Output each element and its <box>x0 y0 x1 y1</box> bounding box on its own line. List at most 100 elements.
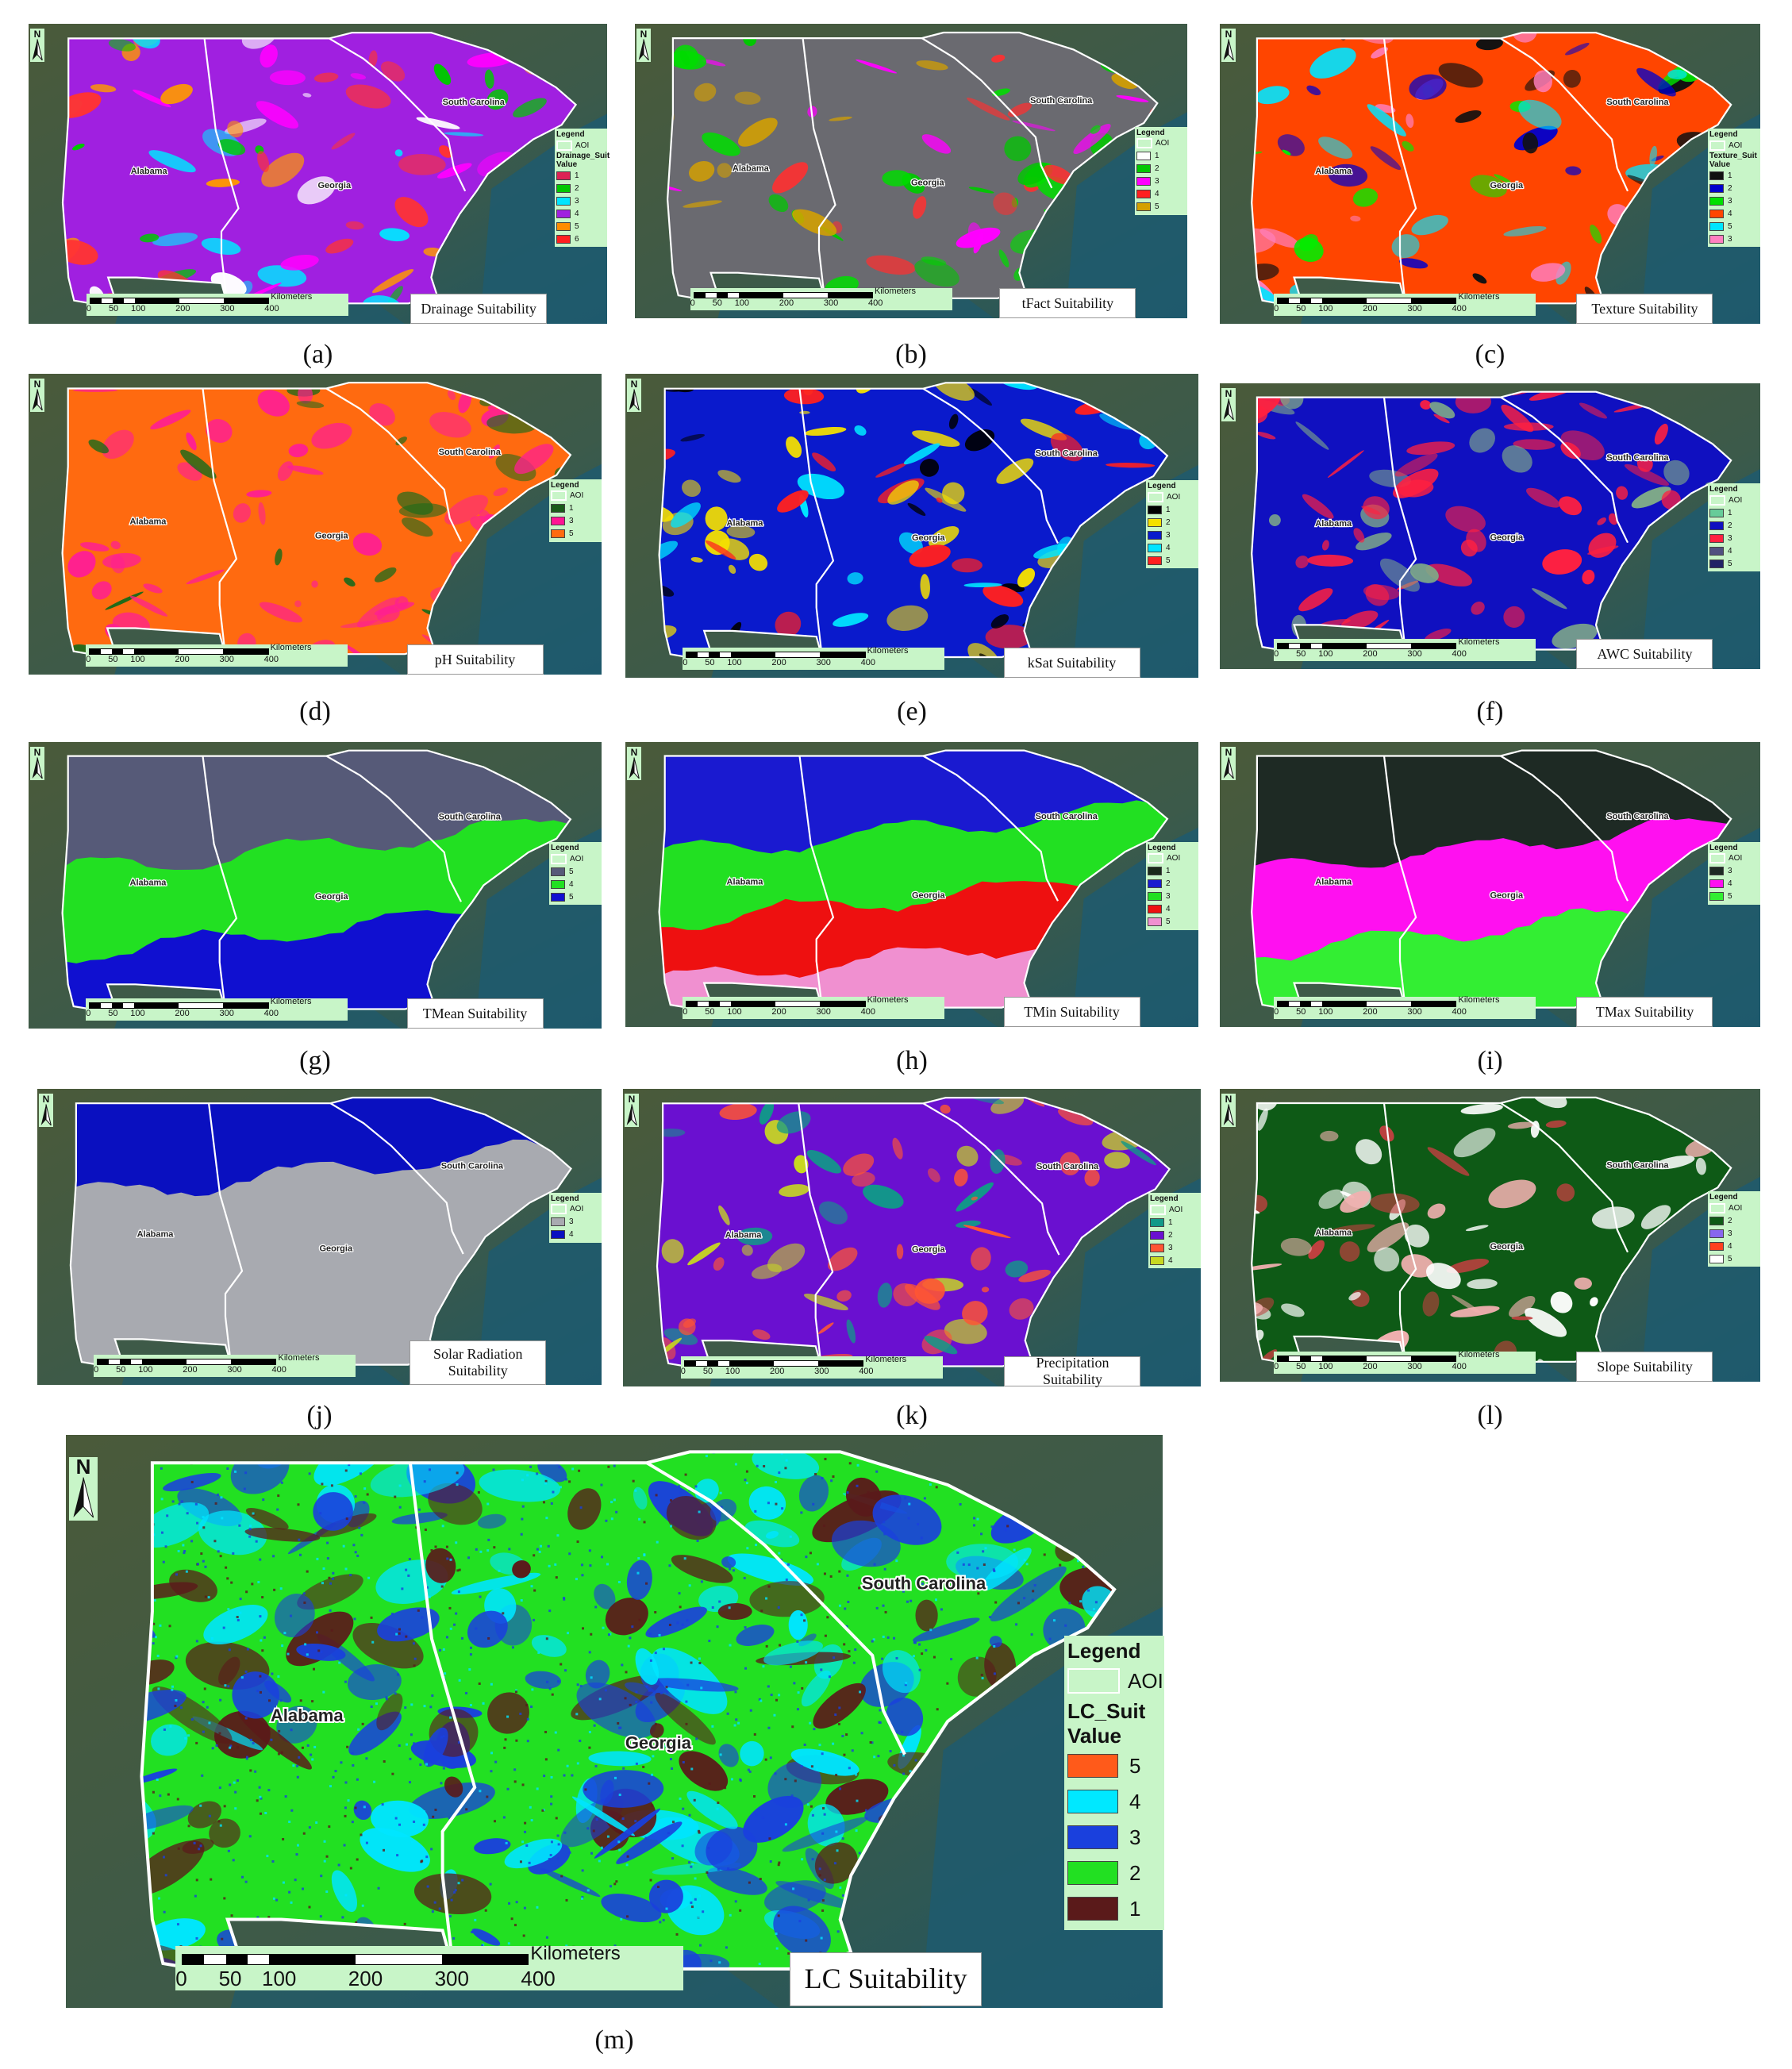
panel-caption: (c) <box>1220 340 1760 370</box>
panel-title-box: Drainage Suitability <box>410 294 548 324</box>
aoi-label: AOI <box>1128 1668 1163 1693</box>
scale-tick-label: 100 <box>130 304 146 313</box>
state-label-al: Alabama <box>271 1706 344 1725</box>
state-label-al: Alabama <box>1315 878 1352 887</box>
map-canvas: Alabama Georgia South Carolina <box>623 1089 1201 1386</box>
legend-title: Legend <box>1709 485 1738 494</box>
scale-tick-label: 50 <box>702 1367 713 1376</box>
legend-row: 5 <box>1709 890 1759 903</box>
scale-bar-graphic <box>182 1954 529 1965</box>
scale-unit-label: Kilometers <box>530 1943 621 1964</box>
scale-bar: 0 50 100 200 300 400 Kilometers <box>1274 1350 1536 1374</box>
panel-caption: (i) <box>1220 1046 1760 1076</box>
legend-row: 1 <box>551 502 600 515</box>
scale-tick-label: 300 <box>816 658 831 667</box>
north-arrow-icon: N <box>40 1094 52 1126</box>
scale-tick-label: 0 <box>1274 304 1279 313</box>
legend-class-label: 5 <box>569 892 574 902</box>
scale-tick-label: 300 <box>816 1007 831 1017</box>
state-label-sc: South Carolina <box>443 98 506 107</box>
legend-row: 1 <box>1148 865 1197 878</box>
scale-bar: 0 50 100 200 300 400 Kilometers <box>690 287 952 310</box>
scale-bar-segment <box>1322 1356 1367 1361</box>
legend-value-label: Value <box>556 160 578 170</box>
state-border-ga-sc <box>922 1102 1060 1256</box>
legend-swatch <box>1136 152 1151 161</box>
panel-title: LC Suitability <box>804 1963 967 1995</box>
legend: Legend AOI LC_Suit Value 5 4 3 2 1 <box>1064 1635 1164 1930</box>
legend-class-label: 5 <box>1129 1753 1141 1778</box>
north-label: N <box>34 747 41 758</box>
caption-label: (k) <box>896 1401 928 1430</box>
legend-row: 1 <box>1709 169 1759 182</box>
state-border-ga-sc <box>329 37 467 192</box>
state-label-ga: Georgia <box>625 1733 692 1753</box>
legend: Legend AOI 3 4 5 <box>1708 841 1760 905</box>
scale-tick-label: 100 <box>727 658 742 667</box>
scale-tick-label: 300 <box>434 1967 469 1990</box>
aoi-swatch <box>1150 1204 1166 1215</box>
scale-tick-label: 200 <box>348 1967 383 1990</box>
scale-bar-graphic <box>89 648 269 655</box>
aoi-label: AOI <box>570 1205 584 1214</box>
scale-unit-label: Kilometers <box>1458 995 1500 1005</box>
scale-tick-label: 0 <box>86 304 92 313</box>
scale-bar-graphic <box>89 1002 269 1009</box>
state-border-ga-sc <box>325 755 462 902</box>
legend-class-label: 3 <box>1129 1825 1141 1849</box>
legend-swatch <box>1709 171 1724 180</box>
state-label-ga: Georgia <box>315 532 348 541</box>
scale-bar-segment <box>1278 1002 1290 1006</box>
legend-swatch <box>1148 517 1162 527</box>
legend-swatch <box>1709 1254 1724 1263</box>
legend-row-aoi: AOI <box>1709 1202 1759 1214</box>
legend-class-label: 4 <box>1728 879 1732 889</box>
panel-title: pH Suitability <box>434 651 516 667</box>
legend-swatch <box>1150 1243 1164 1252</box>
legend-title: Legend <box>1709 130 1738 140</box>
legend-row: 2 <box>1709 519 1759 532</box>
scale-tick-label: 50 <box>1296 1362 1306 1371</box>
scale-bar-segment <box>224 298 269 303</box>
state-border-al-ga <box>1382 38 1417 304</box>
scale-tick-label: 400 <box>263 1009 279 1018</box>
legend-swatch <box>1148 530 1162 540</box>
north-arrow-icon: N <box>629 747 640 779</box>
scale-tick-label: 200 <box>1363 649 1378 659</box>
legend-row: 3 <box>1709 194 1759 207</box>
state-label-ga: Georgia <box>1490 891 1524 901</box>
scale-bar-segment <box>1300 644 1312 648</box>
legend-swatch <box>551 892 565 902</box>
legend-title: Legend <box>551 480 579 490</box>
scale-tick-label: 0 <box>1274 1362 1279 1371</box>
legend-row: 4 <box>1136 188 1186 201</box>
legend-swatch <box>1709 546 1724 556</box>
scale-bar-segment <box>1322 1002 1367 1006</box>
legend-row-aoi: AOI <box>556 139 606 152</box>
legend-title: Legend <box>551 1194 579 1203</box>
scale-tick-label: 0 <box>94 1365 99 1375</box>
scale-bar-segment <box>1278 1356 1290 1361</box>
legend-class-label: 4 <box>1728 209 1732 218</box>
legend-swatch <box>1148 543 1162 552</box>
legend-class-label: 4 <box>1129 1789 1141 1813</box>
map-canvas: Alabama Georgia South Carolina <box>1220 383 1760 669</box>
legend-class-label: 1 <box>569 504 574 513</box>
legend-row: 1 <box>1148 503 1197 516</box>
legend-swatch <box>1067 1861 1118 1886</box>
scale-tick-label: 0 <box>175 1967 187 1990</box>
legend: Legend AOI 1 2 3 4 5 <box>1135 126 1187 215</box>
panel-caption: (e) <box>625 697 1198 727</box>
north-arrow-icon: N <box>1223 747 1234 779</box>
legend-class-label: 2 <box>1166 517 1171 527</box>
aoi-swatch <box>1709 853 1725 864</box>
north-label: N <box>640 29 648 40</box>
legend-row: 3 <box>1067 1820 1161 1856</box>
map-panel: Alabama Georgia South Carolina N 0 50 100 200 30… <box>66 1435 1164 2008</box>
scale-bar-segment <box>268 1955 356 1964</box>
legend-row: 4 <box>1709 207 1759 220</box>
panel-title-box: TMin Suitability <box>1003 997 1140 1027</box>
scale-tick-label: 200 <box>1363 1362 1378 1371</box>
scale-bar-segment <box>1278 298 1290 303</box>
scale-bar-segment <box>709 1002 721 1006</box>
